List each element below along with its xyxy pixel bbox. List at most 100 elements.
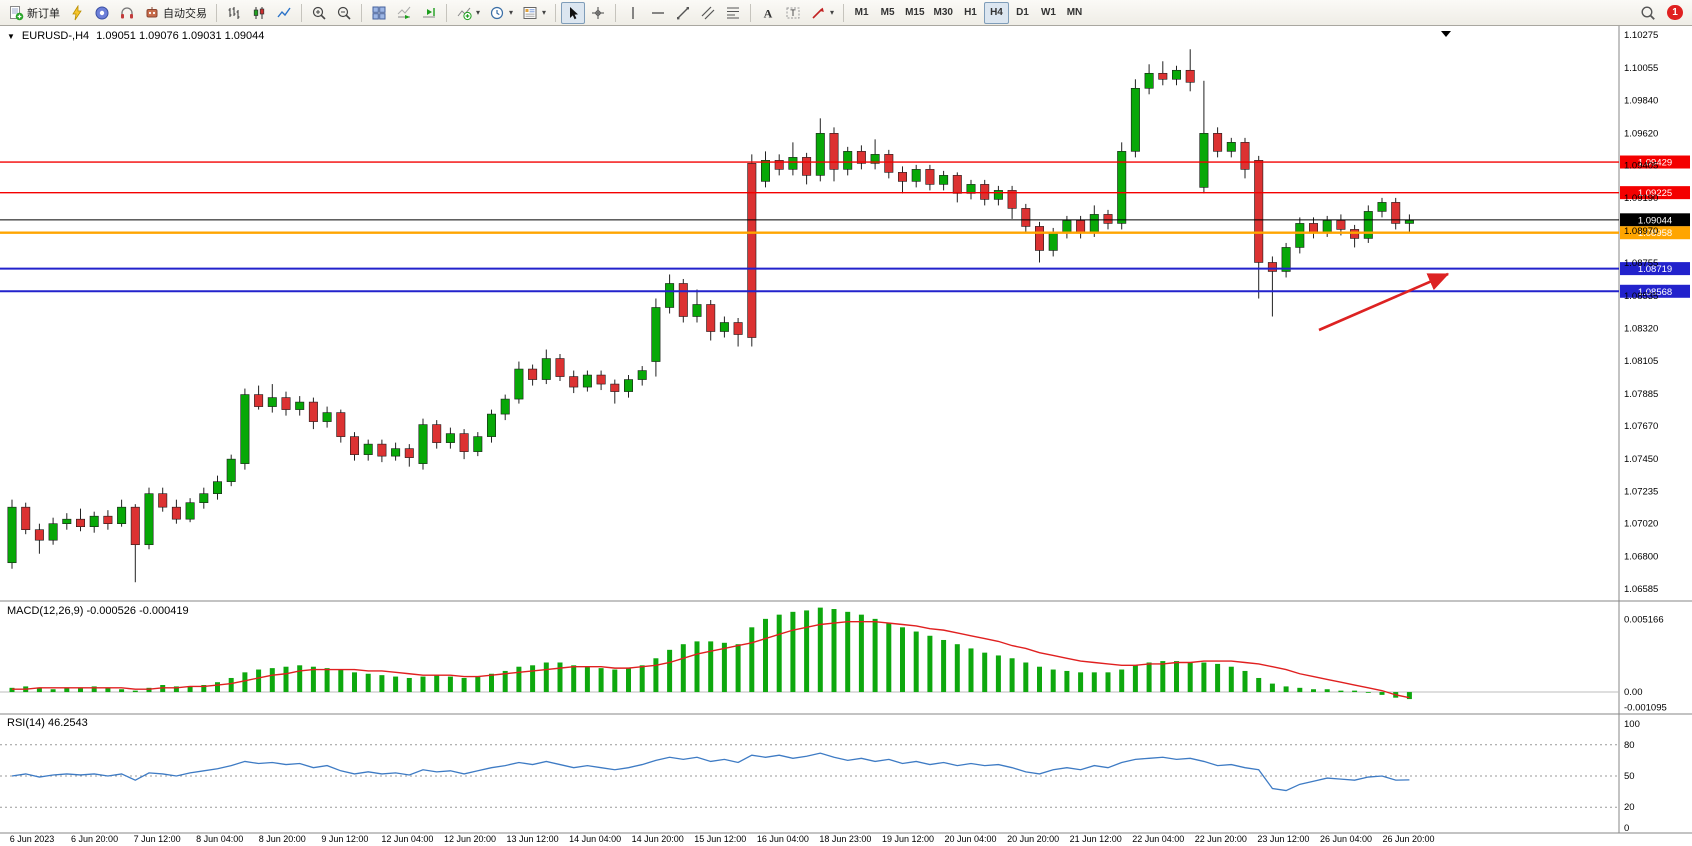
- macd-values: MACD(12,26,9) -0.000526 -0.000419: [7, 605, 189, 617]
- arrow-tool-icon: [812, 7, 824, 19]
- svg-text:1.08568: 1.08568: [1638, 287, 1672, 298]
- templates-dropdown-button[interactable]: ▾: [518, 2, 550, 24]
- timeframe-H1[interactable]: H1: [958, 2, 983, 24]
- timeframe-H4[interactable]: H4: [983, 1, 1009, 24]
- svg-text:1.08970: 1.08970: [1624, 226, 1658, 237]
- svg-text:22 Jun 20:00: 22 Jun 20:00: [1195, 834, 1247, 844]
- cursor-icon: [570, 6, 579, 19]
- text-tool-button[interactable]: A: [756, 2, 780, 24]
- search-icon: [1641, 5, 1655, 20]
- zoom-out-button[interactable]: [332, 2, 356, 24]
- svg-text:19 Jun 12:00: 19 Jun 12:00: [882, 834, 934, 844]
- vertical-line-tool-button[interactable]: [621, 2, 645, 24]
- svg-text:13 Jun 12:00: 13 Jun 12:00: [507, 834, 559, 844]
- price-tag: [1620, 262, 1690, 276]
- svg-text:18 Jun 23:00: 18 Jun 23:00: [819, 834, 871, 844]
- price-tag: [1620, 155, 1690, 169]
- tile-windows-button[interactable]: [367, 2, 391, 24]
- rsi-value: RSI(14) 46.2543: [7, 717, 88, 729]
- new-order-button[interactable]: 新订单: [4, 2, 64, 24]
- svg-text:21 Jun 12:00: 21 Jun 12:00: [1070, 834, 1122, 844]
- svg-text:1.06585: 1.06585: [1624, 584, 1658, 595]
- svg-text:1.09620: 1.09620: [1624, 128, 1658, 139]
- new-order-label: 新订单: [27, 7, 60, 20]
- tile-windows-icon: [372, 6, 386, 19]
- toolbar-separator: [555, 3, 557, 22]
- chart-shift-icon: [423, 7, 435, 17]
- fibonacci-icon: [727, 7, 740, 18]
- svg-text:20 Jun 20:00: 20 Jun 20:00: [1007, 834, 1059, 844]
- svg-text:22 Jun 04:00: 22 Jun 04:00: [1132, 834, 1184, 844]
- options-icon: [95, 6, 109, 19]
- zoom-in-button[interactable]: [307, 2, 331, 24]
- toolbar-separator: [615, 3, 617, 22]
- chevron-down-icon: ▾: [476, 8, 481, 17]
- timeframe-M30[interactable]: M30: [930, 2, 957, 24]
- metaeditor-icon: [72, 4, 82, 20]
- candlestick-mode-button[interactable]: [247, 2, 271, 24]
- options-button[interactable]: [90, 2, 114, 24]
- crosshair-icon: [592, 6, 605, 19]
- market-watch-button[interactable]: [115, 2, 139, 24]
- chart-shift-button[interactable]: [417, 2, 441, 24]
- text-label-tool-button[interactable]: T: [781, 2, 805, 24]
- horizontal-line-tool-button[interactable]: [646, 2, 670, 24]
- chevron-down-icon: ▾: [830, 8, 835, 17]
- svg-text:14 Jun 04:00: 14 Jun 04:00: [569, 834, 621, 844]
- svg-text:A: A: [764, 6, 773, 20]
- timeframe-M5[interactable]: M5: [875, 2, 900, 24]
- svg-text:100: 100: [1624, 719, 1640, 730]
- arrows-dropdown-button[interactable]: ▾: [806, 2, 838, 24]
- chart-window[interactable]: 1.09429 1.09225 1.09044 1.08958 1.08719 1.085…: [0, 26, 1692, 846]
- periods-dropdown-button[interactable]: ▾: [485, 2, 517, 24]
- toolbar-separator: [446, 3, 447, 22]
- scroll-end-marker[interactable]: [1441, 31, 1451, 37]
- toolbar-separator: [843, 3, 845, 22]
- horizontal-line-icon: [652, 11, 665, 14]
- search-button[interactable]: [1636, 2, 1660, 24]
- svg-text:20 Jun 04:00: 20 Jun 04:00: [945, 834, 997, 844]
- timeframe-M1[interactable]: M1: [849, 2, 874, 24]
- bar-chart-mode-button[interactable]: [222, 2, 246, 24]
- svg-text:1.07235: 1.07235: [1624, 486, 1658, 497]
- symbol-label: EURUSD-,H4: [21, 30, 90, 42]
- price-tag: [1620, 186, 1690, 200]
- channel-tool-button[interactable]: [696, 2, 720, 24]
- timeframe-W1[interactable]: W1: [1036, 2, 1061, 24]
- svg-text:8 Jun 20:00: 8 Jun 20:00: [259, 834, 306, 844]
- trend-arrow-annotation[interactable]: [1318, 272, 1450, 332]
- svg-text:6 Jun 20:00: 6 Jun 20:00: [71, 834, 118, 844]
- auto-scroll-button[interactable]: [392, 2, 416, 24]
- timeframe-MN[interactable]: MN: [1062, 2, 1087, 24]
- trendline-tool-button[interactable]: [671, 2, 695, 24]
- toolbar-right-group: 1: [1636, 2, 1688, 24]
- cursor-tool-button[interactable]: [561, 1, 586, 24]
- candles-layer: [7, 49, 1414, 583]
- bar-chart-icon: [228, 6, 240, 19]
- fibonacci-tool-button[interactable]: [721, 2, 745, 24]
- chevron-down-icon: ▾: [509, 8, 514, 17]
- crosshair-tool-button[interactable]: [586, 2, 610, 24]
- autotrading-label: 自动交易: [163, 7, 207, 20]
- line-chart-mode-button[interactable]: [272, 2, 296, 24]
- svg-text:1.09044: 1.09044: [1638, 215, 1672, 226]
- candlestick-icon: [253, 6, 265, 19]
- toolbar-separator: [750, 3, 752, 22]
- svg-text:23 Jun 12:00: 23 Jun 12:00: [1257, 834, 1309, 844]
- rsi-indicator-label: RSI(14) 46.2543: [7, 717, 88, 729]
- notifications-badge[interactable]: 1: [1667, 5, 1683, 20]
- chart-canvas[interactable]: 1.09429 1.09225 1.09044 1.08958 1.08719 1.085…: [0, 26, 1692, 846]
- svg-text:9 Jun 12:00: 9 Jun 12:00: [321, 834, 368, 844]
- indicators-icon: [457, 7, 472, 20]
- templates-icon: [523, 6, 537, 19]
- autotrading-button[interactable]: 自动交易: [140, 2, 211, 24]
- timeframe-M15[interactable]: M15: [901, 2, 928, 24]
- timeframe-D1[interactable]: D1: [1010, 2, 1035, 24]
- svg-text:1.09225: 1.09225: [1638, 188, 1672, 199]
- svg-text:1.06800: 1.06800: [1624, 552, 1658, 563]
- zoom-out-icon: [337, 6, 351, 20]
- one-click-trading-toggle[interactable]: ▼: [7, 31, 15, 41]
- metaeditor-button[interactable]: [65, 2, 89, 24]
- macd-pane: 0.005166 0.00 -0.001095: [0, 607, 1667, 713]
- indicators-dropdown-button[interactable]: ▾: [452, 2, 484, 24]
